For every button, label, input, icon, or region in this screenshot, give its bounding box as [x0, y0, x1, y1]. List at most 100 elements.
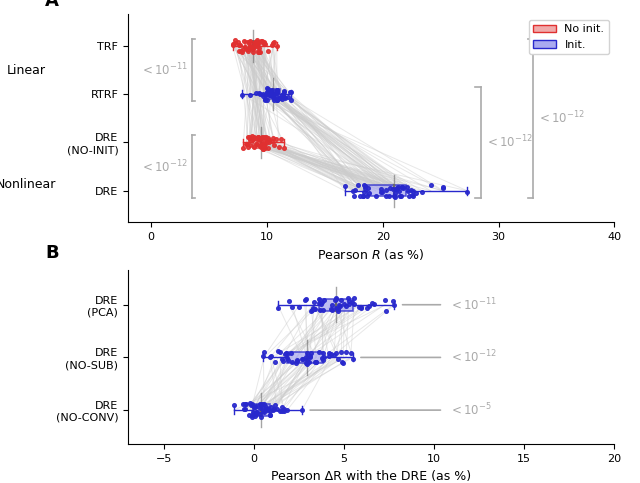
Point — [257, 413, 267, 421]
Point — [258, 407, 268, 415]
Point — [259, 352, 269, 360]
Point — [314, 299, 324, 307]
Bar — [319, 299, 353, 311]
Point — [248, 48, 258, 56]
Point — [291, 359, 301, 367]
Point — [277, 95, 287, 103]
Point — [462, 188, 472, 196]
X-axis label: Pearson $R$ (as %): Pearson $R$ (as %) — [317, 247, 425, 262]
Point — [239, 405, 249, 413]
Point — [388, 297, 399, 305]
Text: $< 10^{-12}$: $< 10^{-12}$ — [140, 158, 188, 175]
Point — [397, 184, 408, 191]
Point — [407, 191, 417, 199]
Point — [246, 401, 256, 409]
Point — [248, 135, 258, 142]
Point — [272, 42, 282, 49]
Point — [280, 350, 291, 358]
Point — [253, 134, 263, 142]
Point — [245, 399, 255, 407]
Point — [245, 42, 255, 50]
Point — [269, 94, 279, 102]
Point — [316, 300, 326, 308]
Point — [260, 405, 271, 413]
Point — [376, 185, 387, 193]
Point — [228, 40, 238, 48]
Point — [337, 358, 347, 366]
Point — [297, 406, 307, 414]
Point — [237, 48, 247, 56]
Point — [260, 91, 270, 99]
Point — [234, 42, 244, 49]
Point — [306, 307, 316, 314]
Point — [335, 348, 346, 355]
Point — [243, 133, 253, 141]
Point — [259, 142, 269, 149]
Point — [339, 300, 349, 308]
Point — [244, 135, 255, 142]
Point — [260, 140, 271, 147]
Point — [268, 91, 278, 99]
Point — [259, 96, 269, 104]
Point — [389, 301, 399, 309]
Text: $< 10^{-11}$: $< 10^{-11}$ — [449, 297, 497, 313]
Point — [264, 87, 275, 95]
Point — [230, 40, 241, 47]
Point — [237, 400, 248, 408]
Point — [286, 88, 296, 96]
Point — [264, 136, 274, 143]
Text: A: A — [45, 0, 59, 10]
Point — [259, 38, 269, 46]
Point — [294, 303, 305, 311]
Point — [300, 296, 310, 304]
Point — [269, 90, 279, 98]
Point — [247, 44, 257, 52]
Point — [264, 89, 274, 97]
Point — [262, 85, 273, 92]
Point — [270, 358, 280, 366]
Point — [271, 88, 281, 96]
Point — [356, 304, 366, 312]
Point — [229, 401, 239, 409]
Point — [396, 192, 406, 199]
Point — [332, 295, 342, 302]
Point — [317, 355, 327, 362]
Point — [268, 134, 278, 142]
Point — [271, 88, 282, 96]
Text: $< 10^{-11}$: $< 10^{-11}$ — [140, 62, 188, 78]
Point — [267, 92, 277, 100]
Point — [228, 42, 238, 49]
Point — [363, 184, 373, 191]
Point — [248, 404, 259, 412]
Point — [273, 95, 284, 102]
Point — [279, 87, 289, 95]
Point — [271, 86, 282, 94]
Point — [259, 138, 269, 145]
Point — [307, 306, 317, 314]
Point — [394, 183, 404, 191]
Point — [327, 306, 337, 314]
Text: $< 10^{-12}$: $< 10^{-12}$ — [449, 349, 497, 366]
Point — [262, 88, 272, 96]
Point — [401, 183, 412, 191]
Point — [408, 187, 419, 195]
Point — [245, 37, 255, 45]
Point — [404, 192, 414, 200]
Point — [381, 186, 392, 194]
Point — [311, 358, 321, 366]
Point — [311, 358, 321, 366]
Point — [268, 41, 278, 49]
Point — [262, 47, 273, 55]
Point — [244, 411, 255, 419]
Point — [269, 405, 279, 412]
Point — [262, 96, 272, 104]
Point — [259, 133, 269, 141]
Point — [349, 192, 359, 200]
Point — [269, 96, 279, 103]
Point — [275, 348, 285, 356]
Point — [330, 297, 340, 304]
Bar — [267, 89, 280, 99]
Point — [358, 192, 368, 199]
Point — [255, 404, 266, 412]
Point — [395, 192, 405, 199]
